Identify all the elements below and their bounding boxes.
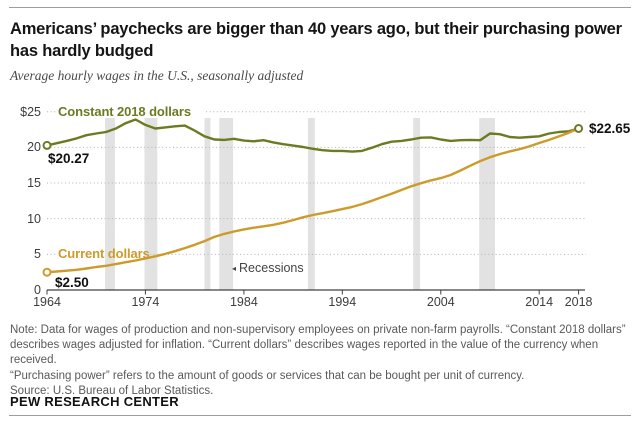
x-axis-tick-label: 1964 <box>33 295 61 309</box>
current-start-value: $2.50 <box>55 275 89 290</box>
recessions-annotation: ◂ Recessions <box>232 261 304 275</box>
constant-start-value: $20.27 <box>48 151 90 166</box>
note-line: Note: Data for wages of production and n… <box>10 324 626 336</box>
x-axis-tick-label: 2018 <box>564 295 593 309</box>
y-axis-tick-label: 10 <box>27 211 41 226</box>
endpoint-marker <box>42 140 52 150</box>
chart-subtitle: Average hourly wages in the U.S., season… <box>10 68 304 83</box>
endpoint-marker <box>574 124 584 133</box>
note-line: “Purchasing power” refers to the amount … <box>10 369 525 382</box>
x-axis-tick-label: 1984 <box>229 295 258 309</box>
endpoint-marker <box>42 267 52 277</box>
y-axis-tick-label: 0 <box>34 283 41 297</box>
recession-band <box>219 118 234 290</box>
recessions-annotation-label: Recessions <box>239 261 304 275</box>
y-axis-tick-label: 20 <box>27 140 41 155</box>
current-dollars-line-label: Current dollars <box>58 246 150 261</box>
bottom-divider <box>9 415 631 416</box>
y-axis-tick-label: 5 <box>34 247 41 262</box>
data-line <box>45 127 580 274</box>
recession-band <box>105 118 115 290</box>
top-divider <box>9 7 631 8</box>
pew-research-center-wordmark: PEW RESEARCH CENTER <box>10 394 179 409</box>
recession-band <box>307 118 315 290</box>
recession-band <box>204 118 211 290</box>
left-arrow-icon: ◂ <box>232 264 237 273</box>
title-line-1: Americans’ paychecks are bigger than 40 … <box>10 20 622 38</box>
constant-dollars-line-label: Constant 2018 dollars <box>58 104 191 119</box>
end-value: $22.65 <box>589 121 631 136</box>
recession-band <box>413 118 421 290</box>
x-axis-tick-label: 1974 <box>131 295 160 309</box>
note-line: describes wages adjusted for inflation. … <box>10 339 599 367</box>
y-axis-tick-label: $25 <box>20 104 41 119</box>
y-axis-tick-label: 15 <box>27 176 41 190</box>
title-line-2: has hardly budged <box>10 41 154 60</box>
x-axis-tick-label: 1994 <box>328 295 357 309</box>
data-line <box>45 118 580 153</box>
wage-line-chart <box>42 111 586 295</box>
recession-band <box>479 118 495 290</box>
x-axis-tick-label: 2004 <box>426 295 455 309</box>
footnote-block: Note: Data for wages of production and n… <box>10 323 636 399</box>
x-axis-tick-label: 2014 <box>525 295 554 309</box>
recession-band <box>144 118 158 290</box>
page-title: Americans’ paychecks are bigger than 40 … <box>10 19 634 62</box>
source-line: Source: U.S. Bureau of Labor Statistics. <box>10 384 214 397</box>
